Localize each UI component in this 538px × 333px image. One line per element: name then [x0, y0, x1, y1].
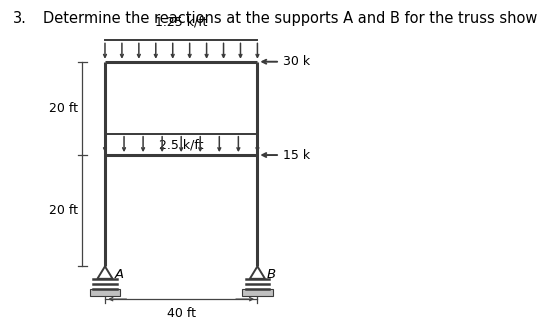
Text: 20 ft: 20 ft: [49, 102, 79, 115]
Text: 40 ft: 40 ft: [167, 307, 196, 320]
Text: 20 ft: 20 ft: [49, 204, 79, 217]
Text: A: A: [115, 268, 123, 281]
Text: B: B: [267, 268, 276, 281]
Text: Determine the reactions at the supports A and B for the truss shown below.: Determine the reactions at the supports …: [43, 11, 538, 26]
Text: 30 k: 30 k: [282, 55, 310, 68]
Text: 15 k: 15 k: [282, 149, 310, 162]
Text: 3.: 3.: [13, 11, 27, 26]
Bar: [90, 289, 120, 296]
Bar: [242, 289, 273, 296]
Text: 1.25 k/ft: 1.25 k/ft: [155, 16, 207, 29]
Text: 2.5 k/ft: 2.5 k/ft: [159, 139, 203, 152]
